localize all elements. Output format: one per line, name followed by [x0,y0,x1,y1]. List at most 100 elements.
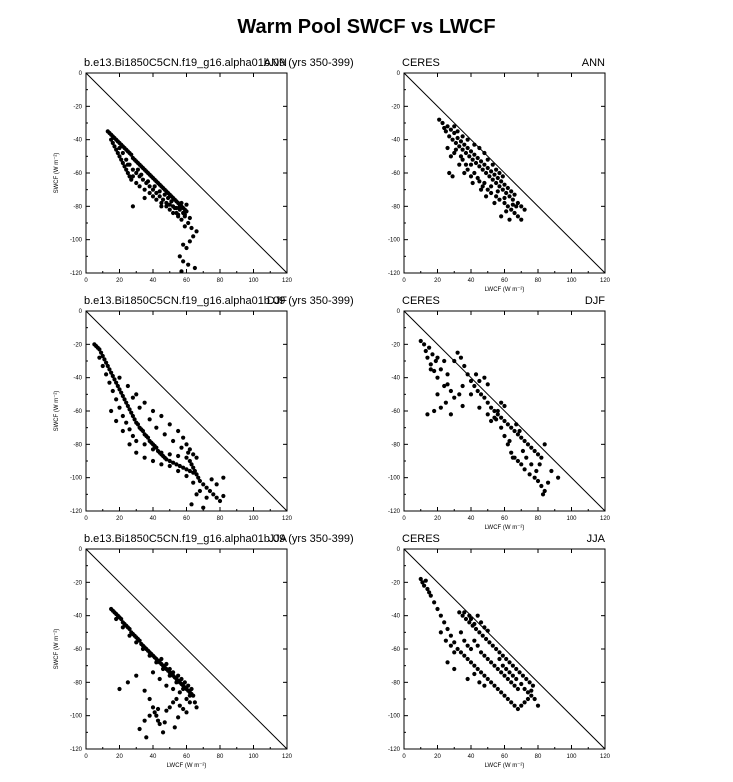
panel-5-point-73 [160,730,166,735]
panel-6-point-18 [465,656,470,662]
panel-3-point-50 [184,467,189,472]
panel-3-point-73 [191,465,196,470]
panel-5-x-tick-label: 80 [217,754,224,760]
panel-6-y-tick-label: -60 [391,647,400,653]
panel-2-point-78 [510,202,515,207]
panel-6-point-25 [489,680,494,685]
panel-6-x-tick-label: 60 [501,754,508,760]
panel-2-x-axis-title: LWCF (W m⁻²) [485,287,525,293]
panel-2-point-62 [497,197,502,202]
panel-3-point-115 [194,455,199,460]
panel-2-point-58 [480,184,485,189]
panel-1-point-48 [184,209,189,214]
panel-3-point-75 [194,472,199,477]
panel-4-y-tick-label: 0 [397,309,401,315]
panel-2-point-95 [478,187,484,192]
panel-1-point-97 [186,220,191,226]
panel-3-point-8 [104,360,109,365]
panel-2-point-59 [485,187,490,192]
panel-1-y-tick-label: 0 [79,71,83,77]
panel-3-point-82 [214,495,219,500]
panel-6-point-99 [497,656,502,662]
panel-3-point-56 [107,380,112,385]
panel-6-point-85 [465,676,470,682]
panel-3-x-tick-label: 20 [116,516,123,522]
panel-2-point-88 [500,174,505,179]
panel-3-point-120 [147,417,152,422]
panel-1-point-100 [194,229,199,234]
panel-6-point-93 [475,613,480,618]
panel-2-x-tick-label: 100 [566,278,577,284]
panel-5-y-tick-label: -80 [73,680,82,686]
panel-1-x-tick-label: 100 [248,278,259,284]
panel-1-point-73 [154,190,159,196]
panel-5-point-12 [127,626,132,632]
panel-3-point-87 [120,428,125,434]
panel-3-point-78 [201,482,206,487]
panel-5-point-100 [184,696,189,702]
panel-6-point-29 [502,693,507,698]
panel-4-x-tick-label: 40 [468,516,475,522]
panel-1-point-115 [172,205,177,211]
panel-5-point-86 [159,656,164,662]
panel-1-y-tick-label: -120 [70,271,83,277]
panel-2-point-57 [477,179,482,184]
panel-5-point-57 [154,660,159,665]
panel-6-point-50 [490,643,495,648]
panel-1-point-93 [171,210,176,216]
panel-1-point-88 [150,194,156,199]
panel-6-point-97 [462,610,467,615]
panel-4-point-10 [435,375,440,380]
panel-6-point-83 [512,683,517,688]
panel-3-x-tick-label: 80 [217,516,224,522]
panel-3-point-110 [176,428,181,434]
panel-6-point-17 [462,653,467,658]
panel-1-x-tick-label: 40 [150,278,157,284]
panel-3-point-16 [117,387,122,392]
panel-2-point-97 [492,200,497,206]
panel-1-point-126 [145,179,151,184]
panel-3-point-119 [137,405,142,410]
panel-1-point-91 [164,204,169,209]
panel-2-point-5 [445,124,450,129]
panel-6-point-57 [514,666,519,672]
panel-3-point-109 [167,422,172,427]
panel-6-point-24 [485,676,490,682]
panel-1-point-53 [115,150,120,156]
panel-3-point-62 [127,427,132,432]
panel-3-point-98 [204,495,209,500]
panel-2-x-tick-label: 0 [402,278,406,284]
panel-2-y-tick-label: -120 [388,271,401,277]
panel-4-point-40 [535,452,541,457]
panel-2-point-39 [502,182,507,187]
panel-2-reference-line [403,72,606,274]
panel-3-point-6 [100,353,105,359]
panel-4-point-9 [433,358,438,364]
panel-6-point-76 [489,660,494,665]
panel-2-point-48 [522,207,527,212]
panel-5-point-75 [147,713,152,718]
panel-5-point-63 [192,700,197,705]
panel-4-x-tick-label: 20 [434,516,441,522]
panel-2-point-92 [460,134,465,139]
panel-4-point-34 [515,432,521,437]
panel-2-y-tick-label: -40 [391,138,400,144]
panel-1-point-125 [152,184,157,189]
panel-2-point-19 [468,149,474,154]
panel-6-point-36 [525,696,531,702]
panel-2-point-6 [447,134,452,139]
panel-4-point-14 [448,388,453,394]
panel-6-point-30 [505,696,510,702]
panel-4-point-11 [438,367,443,372]
panel-4-x-tick-label: 80 [535,516,542,522]
panel-2-point-33 [492,172,497,177]
panel-1-point-121 [169,199,174,204]
panel-6-y-tick-label: -100 [388,714,401,720]
panel-5-point-55 [140,646,146,652]
panel-2-point-90 [472,142,477,147]
panel-6-x-tick-label: 120 [600,754,611,760]
panel-3-point-5 [98,350,104,355]
panel-4-x-tick-label: 60 [501,516,508,522]
panel-1-point-107 [177,254,182,259]
panel-6-point-95 [482,625,487,630]
